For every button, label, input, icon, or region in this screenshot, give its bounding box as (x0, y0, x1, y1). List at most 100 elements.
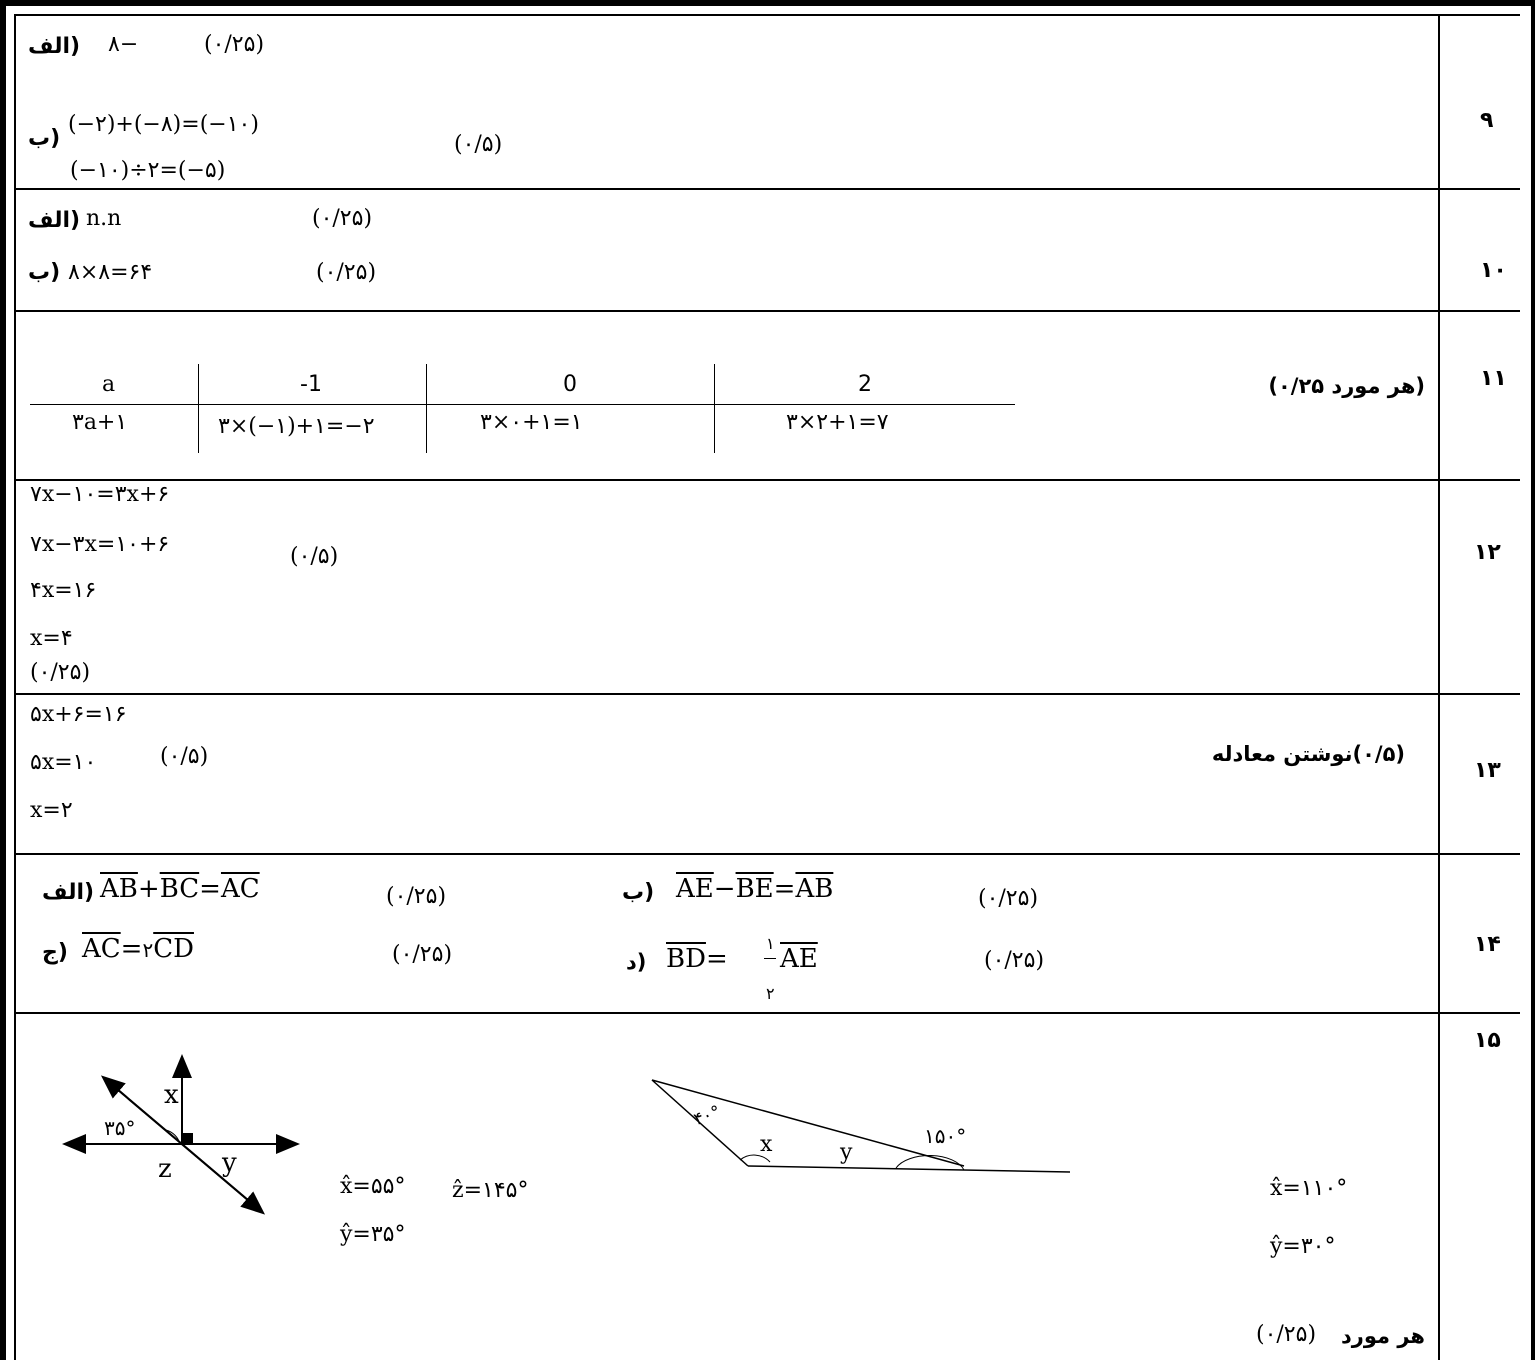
row-divider-10 (14, 310, 1520, 312)
q14-label-c: ج) (42, 940, 68, 965)
fig1-label-y: y (222, 1148, 237, 1178)
q13-score: (۰/۵) (160, 744, 209, 769)
frac-denominator: ۲ (766, 984, 775, 1003)
inner-left-border (14, 14, 16, 1360)
vec-ae2: AE (780, 944, 818, 974)
table-head-a: a (102, 372, 116, 397)
q14-label-a: الف) (42, 880, 95, 905)
q9-label-b: ب) (28, 126, 61, 151)
q9-score-b: (۰/۵) (454, 132, 503, 157)
table-col-sep-2 (426, 364, 427, 453)
q14-score-c: (۰/۲۵) (392, 942, 453, 967)
q9-score-a: (۰/۲۵) (204, 32, 265, 57)
answer-x-55: x̂=۵۵° (340, 1174, 406, 1199)
q9-expr-b2: (−۱۰)÷۲=(−۵) (70, 158, 226, 183)
row-divider-11 (14, 479, 1520, 481)
table-col-sep-3 (714, 364, 715, 453)
answer-z-145: ẑ=۱۴۵° (452, 1178, 529, 1203)
vec-ac: AC (220, 874, 260, 904)
table-body-2: ۳×۲+۱=۷ (786, 410, 889, 435)
q11-note: (هر مورد ۰/۲۵) (1268, 374, 1425, 398)
q10-score-a: (۰/۲۵) (312, 206, 373, 231)
q12-step-2: ۷x−۳x=۱۰+۶ (30, 532, 170, 557)
fig2-label-x: x (760, 1132, 773, 1157)
question-number-9: ۹ (1480, 108, 1494, 133)
vec-ae: AE (676, 874, 714, 904)
question-number-12: ۱۲ (1474, 540, 1501, 565)
fig1-label-z: z (158, 1154, 172, 1184)
answer-y-30: ŷ=۳۰° (1270, 1234, 1336, 1259)
answer-y-35: ŷ=۳۵° (340, 1222, 406, 1247)
fig1-label-x: x (164, 1080, 179, 1110)
q10-answer-b: ۸×۸=۶۴ (68, 260, 153, 285)
q13-note: (۰/۵)نوشتن معادله (1211, 742, 1405, 766)
op-minus: − (713, 874, 736, 904)
q14-expr-b: AE−BE=AB (676, 876, 833, 902)
coef-2: ۲ (142, 938, 154, 962)
frac-numerator: ۱ (766, 934, 775, 953)
table-col-sep-1 (198, 364, 199, 453)
q12-step-3: ۴x=۱۶ (30, 578, 97, 603)
q12-score-final: (۰/۲۵) (30, 660, 91, 685)
q10-label-a: الف) (28, 208, 81, 233)
op-eq: = (199, 874, 221, 904)
frac-bar (764, 958, 776, 959)
q14-score-b: (۰/۲۵) (978, 886, 1039, 911)
vec-bd: BD (666, 944, 706, 974)
q12-step-4: x=۴ (30, 626, 73, 651)
top-border (14, 14, 1520, 16)
fig2-exterior-angle: ۱۵۰° (924, 1124, 967, 1148)
op-eq: = (773, 874, 796, 904)
q10-label-b: ب) (28, 260, 61, 285)
q10-answer-a: n.n (86, 206, 122, 231)
question-number-11: ۱۱ (1480, 366, 1507, 391)
q13-step-2: ۵x=۱۰ (30, 750, 97, 775)
vec-ab: AB (100, 874, 138, 904)
row-divider-12 (14, 693, 1520, 695)
table-head-2: 2 (858, 372, 872, 397)
q14-expr-a: AB+BC=AC (100, 876, 260, 902)
number-column-divider (1438, 14, 1440, 1360)
q9-label-a: الف) (28, 34, 81, 59)
table-head-0: 0 (563, 372, 577, 397)
q10-score-b: (۰/۲۵) (316, 260, 377, 285)
table-head-neg1: -1 (300, 372, 322, 397)
question-number-13: ۱۳ (1474, 758, 1501, 783)
question-number-15: ۱۵ (1474, 1028, 1501, 1053)
vec-cd: CD (153, 934, 194, 964)
question-number-14: ۱۴ (1474, 932, 1501, 957)
q14-expr-c: AC=۲CD (82, 936, 194, 962)
row-divider-14 (14, 1012, 1520, 1014)
q13-step-3: x=۲ (30, 798, 73, 823)
table-body-neg1: ۳×(−۱)+۱=−۲ (218, 414, 375, 439)
row-divider-13 (14, 853, 1520, 855)
vec-bc: BC (159, 874, 200, 904)
q14-score-d: (۰/۲۵) (984, 948, 1045, 973)
q14-label-d: د) (626, 950, 647, 974)
q12-score: (۰/۵) (290, 544, 339, 569)
q14-score-a: (۰/۲۵) (386, 884, 447, 909)
q13-step-1: ۵x+۶=۱۶ (30, 702, 127, 727)
op-eq: = (705, 944, 728, 974)
fig2-label-y: y (840, 1140, 853, 1165)
question-number-10: ۱۰ (1480, 258, 1507, 283)
q9-expr-b1: (−۲)+(−۸)=(−۱۰) (68, 112, 259, 137)
row-divider-9 (14, 188, 1520, 190)
table-body-expr: ۳a+۱ (72, 410, 128, 435)
fig1-label-angle: ۳۵° (104, 1116, 136, 1140)
q15-note-label: هر مورد (1341, 1324, 1425, 1348)
q14-expr-d-lhs: BD= (666, 946, 728, 972)
q15-note-score: (۰/۲۵) (1256, 1322, 1317, 1347)
q14-expr-d-rhs: AE (780, 946, 818, 972)
op-eq: = (120, 934, 143, 964)
vec-be: BE (735, 874, 774, 904)
table-head-rule (30, 404, 1015, 405)
op-plus: + (137, 874, 160, 904)
vec-ab2: AB (795, 874, 834, 904)
vec-ac-lhs: AC (82, 934, 121, 964)
q12-step-1: ۷x−۱۰=۳x+۶ (30, 482, 170, 507)
q9-answer-a: ۸− (108, 32, 139, 57)
